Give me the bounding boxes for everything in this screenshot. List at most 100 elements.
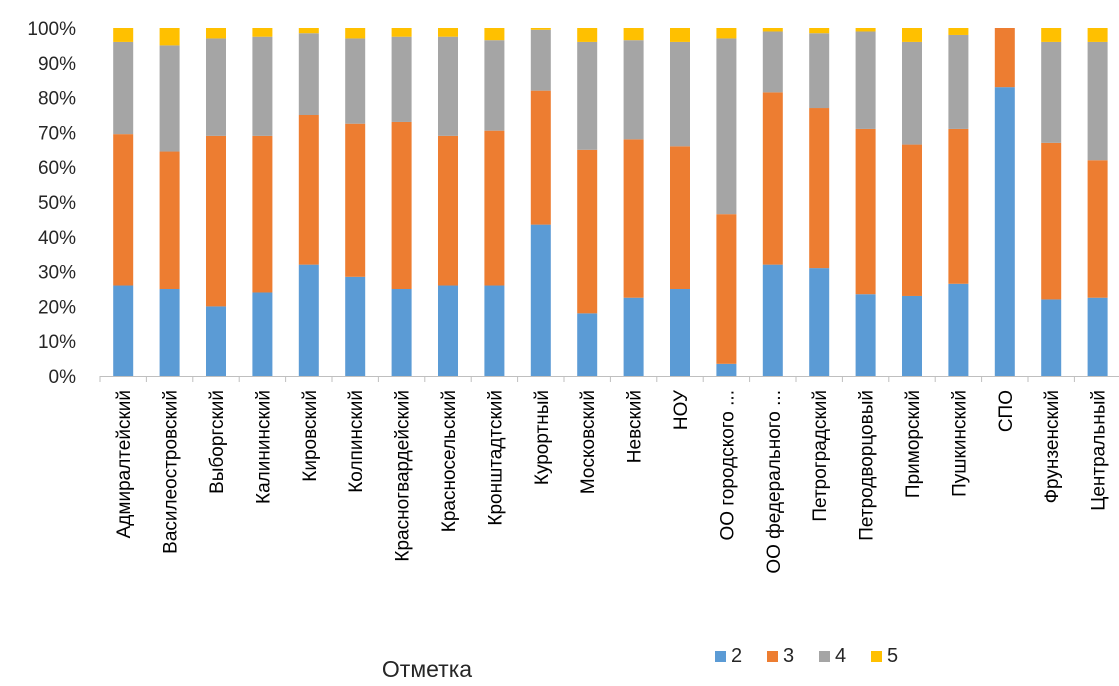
bar-segment-series-2 bbox=[1087, 297, 1108, 376]
legend-label: 5 bbox=[887, 645, 898, 667]
bar-segment-series-4 bbox=[948, 34, 969, 129]
legend-swatch-2 bbox=[715, 651, 726, 662]
bar-segment-series-4 bbox=[298, 33, 319, 115]
x-tick-label: Приморский bbox=[903, 390, 924, 498]
bar-segment-series-2 bbox=[994, 87, 1015, 376]
x-tick-label: Адмиралтейский bbox=[114, 390, 135, 538]
x-tick-label: Красногвардейский bbox=[393, 390, 414, 562]
bar-segment-series-5 bbox=[438, 28, 458, 37]
bar-segment-series-4 bbox=[670, 41, 690, 147]
y-tick-label: 60% bbox=[38, 158, 76, 179]
bar-segment-series-4 bbox=[484, 40, 505, 131]
bar-segment-series-4 bbox=[716, 38, 737, 215]
bar-segment-series-4 bbox=[855, 31, 876, 129]
bar-segment-series-3 bbox=[252, 135, 273, 293]
bar-segment-series-2 bbox=[577, 313, 598, 376]
bar-segment-series-3 bbox=[994, 28, 1015, 88]
bar-segment-series-2 bbox=[948, 283, 969, 376]
legend-swatch-5 bbox=[871, 651, 882, 662]
bar-segment-series-5 bbox=[1087, 28, 1108, 42]
x-tick-label: Центральный bbox=[1089, 390, 1110, 511]
x-tick-label: Невский bbox=[625, 390, 646, 463]
bar-segment-series-3 bbox=[948, 128, 969, 284]
legend-label: 2 bbox=[731, 645, 742, 667]
bar-segment-series-3 bbox=[438, 135, 458, 286]
bar-segment-series-3 bbox=[1087, 160, 1108, 298]
bar-segment-series-4 bbox=[113, 41, 134, 135]
legend-swatch-3 bbox=[767, 651, 778, 662]
bar-segment-series-5 bbox=[948, 28, 969, 35]
x-tick-label: Пушкинский bbox=[949, 390, 970, 497]
bar-segment-series-4 bbox=[902, 41, 922, 145]
x-tick-label: Кронштадтский bbox=[485, 390, 506, 526]
bar-segment-series-2 bbox=[298, 264, 319, 376]
bar-segment-series-5 bbox=[855, 28, 876, 32]
legend-title: Отметка bbox=[382, 656, 472, 682]
bar-segment-series-3 bbox=[809, 108, 830, 269]
bar-segment-series-3 bbox=[762, 92, 783, 265]
y-tick-label: 30% bbox=[38, 263, 76, 284]
y-tick-label: 0% bbox=[49, 367, 77, 388]
x-tick-label: Калининский bbox=[253, 390, 274, 504]
bar-segment-series-5 bbox=[716, 28, 737, 39]
bars bbox=[113, 28, 1108, 376]
bar-segment-series-5 bbox=[762, 28, 783, 32]
bar-segment-series-2 bbox=[113, 285, 134, 376]
bar-segment-series-3 bbox=[113, 134, 134, 286]
bar-segment-series-4 bbox=[809, 33, 830, 109]
bar-segment-series-3 bbox=[159, 151, 180, 289]
bar-segment-series-2 bbox=[391, 289, 412, 376]
y-tick-label: 40% bbox=[38, 228, 76, 249]
bar-segment-series-4 bbox=[1041, 41, 1062, 143]
bar-segment-series-2 bbox=[159, 289, 180, 376]
bar-segment-series-5 bbox=[159, 28, 180, 46]
bar-segment-series-4 bbox=[391, 36, 412, 122]
bar-segment-series-5 bbox=[623, 28, 644, 41]
bar-segment-series-3 bbox=[1041, 142, 1062, 300]
x-tick-label: Выборгский bbox=[207, 390, 228, 494]
bar-segment-series-3 bbox=[670, 146, 690, 289]
y-tick-label: 100% bbox=[27, 19, 76, 40]
bar-segment-series-2 bbox=[484, 285, 505, 376]
x-tick-label: ОО городского ... bbox=[717, 390, 738, 541]
x-tick-label: НОУ bbox=[671, 389, 692, 430]
bar-segment-series-5 bbox=[298, 28, 319, 34]
bar-segment-series-3 bbox=[206, 135, 226, 307]
x-axis: Адмиралтейский Василеостровский Выборгский… bbox=[99, 376, 1119, 574]
x-tick-label: Петродворцовый bbox=[857, 390, 878, 541]
y-tick-label: 20% bbox=[38, 297, 76, 318]
bar-segment-series-4 bbox=[762, 31, 783, 93]
bar-segment-series-5 bbox=[809, 28, 830, 34]
bar-segment-series-2 bbox=[345, 276, 366, 376]
bar-segment-series-5 bbox=[577, 28, 598, 42]
bar-segment-series-2 bbox=[902, 295, 922, 376]
bar-segment-series-5 bbox=[345, 28, 366, 39]
x-tick-label: Московский bbox=[578, 390, 599, 494]
bar-segment-series-3 bbox=[530, 90, 551, 225]
bar-segment-series-3 bbox=[855, 128, 876, 295]
bar-segment-series-2 bbox=[252, 292, 273, 376]
bar-segment-series-5 bbox=[670, 28, 690, 42]
bar-segment-series-5 bbox=[484, 28, 505, 41]
x-tick-label: Василеостровский bbox=[161, 390, 182, 554]
bar-segment-series-4 bbox=[159, 45, 180, 152]
bar-segment-series-3 bbox=[345, 123, 366, 277]
legend: 2 3 4 5 bbox=[715, 645, 898, 667]
x-tick-label: ОО федерального ... bbox=[764, 390, 785, 574]
legend-swatch-4 bbox=[819, 651, 830, 662]
bar-segment-series-5 bbox=[252, 28, 273, 37]
bar-segment-series-2 bbox=[530, 224, 551, 376]
bar-segment-series-3 bbox=[577, 149, 598, 314]
y-axis: 0% 10% 20% 30% 40% 50% 60% 70% 80% 90% 100% bbox=[27, 19, 76, 388]
x-tick-label: Красносельский bbox=[439, 390, 460, 532]
bar-segment-series-5 bbox=[902, 28, 922, 42]
bar-segment-series-2 bbox=[1041, 299, 1062, 376]
bar-segment-series-4 bbox=[530, 29, 551, 91]
bar-segment-series-5 bbox=[530, 28, 551, 30]
x-tick-label: Петроградский bbox=[810, 390, 831, 522]
bar-segment-series-5 bbox=[206, 28, 226, 39]
x-tick-label: Курортный bbox=[532, 390, 553, 485]
bar-segment-series-4 bbox=[345, 38, 366, 124]
x-tick-label: СПО bbox=[996, 390, 1017, 432]
y-tick-label: 50% bbox=[38, 193, 76, 214]
